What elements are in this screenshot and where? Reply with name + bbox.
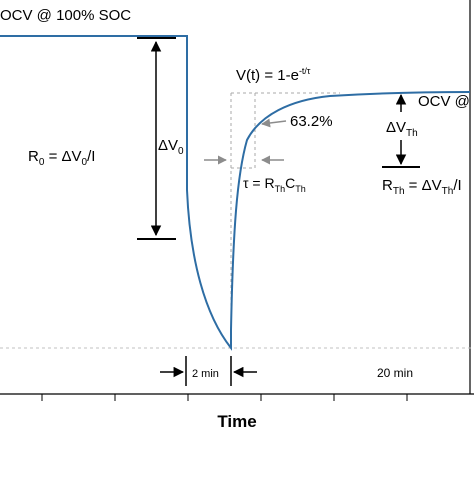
- tau-equation: τ = RThCTh: [243, 175, 306, 194]
- ocv-full-label: OCV @ 100% SOC: [0, 7, 131, 24]
- dv0-label: ΔV0: [158, 137, 184, 157]
- ocv-right-label: OCV @: [418, 93, 470, 110]
- voltage-curve: [0, 35, 471, 351]
- rth-equation: RTh = ΔVTh/I: [382, 177, 462, 197]
- pct-label: 63.2%: [290, 113, 333, 130]
- two-min-label: 2 min: [192, 368, 219, 380]
- r0-equation: R0 = ΔV0/I: [28, 148, 95, 168]
- twenty-min-label: 20 min: [377, 366, 413, 380]
- tau-guide-box: [230, 92, 340, 348]
- pct-arrow: [261, 118, 287, 128]
- x-axis-ticks: [41, 394, 408, 401]
- x-axis-title: Time: [217, 412, 256, 431]
- vt-equation: V(t) = 1-e-t/τ: [236, 66, 311, 84]
- dvth-label: ΔVTh: [386, 119, 418, 139]
